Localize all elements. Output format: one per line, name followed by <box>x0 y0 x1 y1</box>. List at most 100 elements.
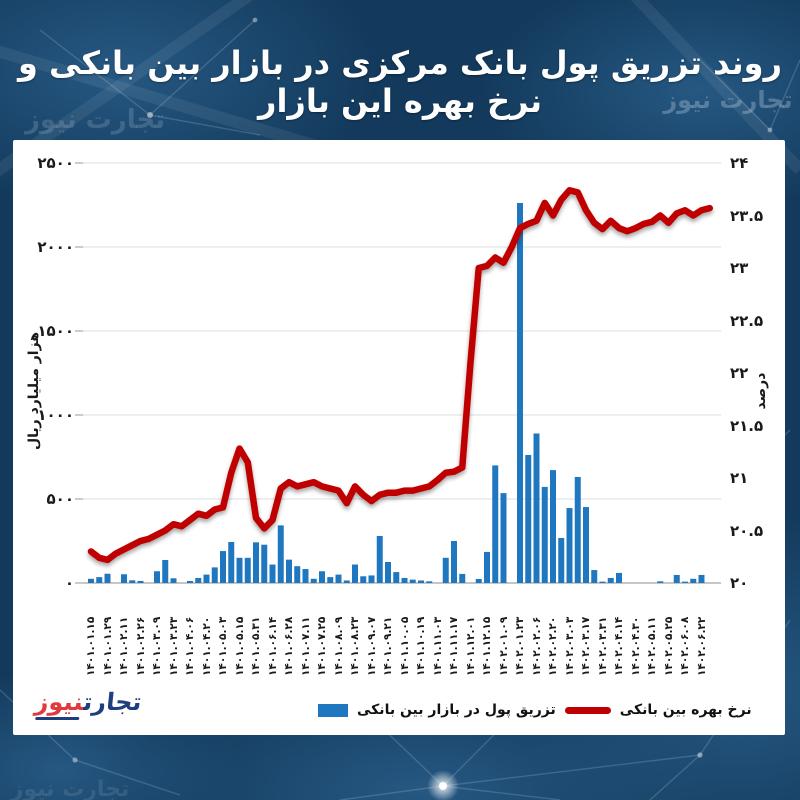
injection-bar <box>459 573 466 583</box>
injection-bar <box>294 566 301 583</box>
left-axis-title: هزار میلیارد ریال <box>26 331 42 451</box>
right-axis-tick-label: ۲۳.۵ <box>730 206 764 225</box>
injection-bar <box>277 525 284 583</box>
injection-bar <box>360 576 367 583</box>
x-axis-date-label: ۱۴۰۲.۰۶.۲۲ <box>695 616 708 676</box>
x-axis-date-label: ۱۴۰۱.۰۹.۲۱ <box>382 616 394 676</box>
x-axis-date-label: ۱۴۰۲.۰۳.۳۱ <box>596 616 609 676</box>
injection-bar <box>96 577 103 583</box>
injection-bar <box>121 574 127 583</box>
bar-series-label: تزریق پول در بازار بین بانکی <box>357 702 556 718</box>
x-axis-date-label: ۱۴۰۱.۱۱.۰۳ <box>431 616 444 676</box>
x-axis-date-label: ۱۴۰۱.۰۸.۰۹ <box>332 616 345 676</box>
x-axis-date-label: ۱۴۰۱.۰۸.۲۳ <box>349 616 361 676</box>
injection-bar <box>426 581 433 583</box>
x-axis-date-label: ۱۴۰۲.۰۲.۰۶ <box>530 616 543 676</box>
right-axis-tick-label: ۲۴ <box>730 154 749 172</box>
x-axis-date-label: ۱۴۰۱.۰۵.۳۱ <box>250 616 262 676</box>
injection-bar <box>558 537 565 583</box>
injection-bar <box>137 580 144 583</box>
injection-bar <box>376 535 383 583</box>
line-series-label: نرخ بهره بین بانکی <box>619 702 752 718</box>
injection-bar <box>310 578 317 583</box>
x-axis-date-label: ۱۴۰۱.۰۶.۱۴ <box>266 616 279 676</box>
injection-bar <box>418 580 424 583</box>
x-axis-date-label: ۱۴۰۲.۰۱.۰۹ <box>497 616 510 676</box>
injection-bar <box>484 551 490 583</box>
injection-bar <box>607 577 614 583</box>
injection-bar <box>244 557 251 583</box>
injection-bar <box>574 476 581 583</box>
injection-bar <box>442 557 449 583</box>
plot-svg <box>75 162 721 584</box>
injection-bar <box>335 574 342 583</box>
injection-bar <box>170 578 177 583</box>
x-axis-date-label: ۱۴۰۱.۰۴.۰۶ <box>184 616 196 676</box>
x-axis-date-label: ۱۴۰۱.۱۱.۱۷ <box>448 616 460 676</box>
x-axis-date-label: ۱۴۰۱.۰۶.۲۸ <box>283 616 295 676</box>
injection-bar <box>525 454 532 583</box>
right-axis-tick-label: ۲۰ <box>730 574 749 592</box>
injection-bar <box>162 559 169 583</box>
injection-bar <box>599 581 606 583</box>
x-axis-date-label: ۱۴۰۱.۰۱.۲۹ <box>101 616 114 676</box>
injection-bar <box>261 544 268 583</box>
injection-bar <box>195 577 202 583</box>
left-axis-tick-label: ۱۰۰۰ <box>37 406 74 424</box>
left-axis-tick-label: ۱۵۰۰ <box>37 322 74 340</box>
injection-bar <box>343 580 350 583</box>
x-axis-date-label: ۱۴۰۱.۰۲.۲۶ <box>134 616 147 676</box>
injection-bar <box>393 572 400 583</box>
injection-bar <box>220 551 226 583</box>
x-axis-date-label: ۱۴۰۱.۱۲.۰۱ <box>464 616 477 676</box>
injection-bar <box>187 580 193 583</box>
injection-bar <box>228 542 235 583</box>
injection-bar <box>541 486 548 583</box>
injection-bar <box>682 581 688 583</box>
x-axis-date-label: ۱۴۰۱.۰۷.۱۱ <box>299 616 312 676</box>
injection-bar <box>409 579 416 583</box>
right-axis-tick-label: ۲۲.۵ <box>730 311 764 330</box>
injection-bar <box>533 433 540 583</box>
x-axis-date-label: ۱۴۰۲.۰۱.۲۳ <box>514 616 526 676</box>
logo-word-news: نیوز <box>34 688 85 720</box>
injection-bar <box>319 571 325 583</box>
injection-bar <box>550 470 556 583</box>
x-axis-date-label: ۱۴۰۲.۰۴.۳۰ <box>629 616 642 676</box>
x-axis-date-label: ۱۴۰۱.۱۰.۰۵ <box>398 616 411 676</box>
x-axis-date-label: ۱۴۰۲.۰۵.۲۵ <box>662 616 675 676</box>
injection-bar <box>203 574 210 583</box>
x-axis-date-label: ۱۴۰۲.۰۳.۰۳ <box>563 616 576 676</box>
logo-underline-swoosh <box>35 717 80 720</box>
right-axis-tick-label: ۲۲ <box>730 364 749 382</box>
x-axis-date-label: ۱۴۰۲.۰۴.۱۴ <box>613 616 625 676</box>
injection-bar <box>657 581 664 583</box>
injection-bar <box>690 578 697 583</box>
injection-bar <box>211 567 218 583</box>
injection-bar <box>500 493 507 583</box>
injection-bar <box>327 577 334 583</box>
right-axis-tick-label: ۲۱ <box>730 469 749 487</box>
bar-series-swatch <box>318 703 348 717</box>
x-axis-date-label: ۱۴۰۱.۰۴.۲۰ <box>200 616 213 676</box>
legend: تزریق پول در بازار بین بانکی نرخ بهره بی… <box>318 702 752 718</box>
left-axis-tick-label: ۵۰۰ <box>46 490 74 508</box>
injection-bar <box>698 574 705 583</box>
right-axis-tick-label: ۲۳ <box>730 259 749 277</box>
injection-bar <box>88 578 94 583</box>
watermark-text: تجارت نیوز <box>10 777 130 800</box>
injection-bar <box>104 573 111 583</box>
x-axis-date-label: ۱۴۰۱.۰۲.۱۱ <box>118 616 130 676</box>
x-axis-date-label: ۱۴۰۱.۱۰.۱۹ <box>415 616 427 676</box>
watermark-text: تجارت نیوز <box>23 105 165 135</box>
injection-bar <box>286 559 292 583</box>
x-axis-date-label: ۱۴۰۲.۰۶.۰۸ <box>679 616 691 676</box>
x-axis-date-label: ۱۴۰۱.۰۳.۰۹ <box>151 616 163 676</box>
page-title: روند تزریق پول بانک مرکزی در بازار بین ب… <box>18 44 782 120</box>
x-axis-date-label: ۱۴۰۱.۰۷.۲۵ <box>316 616 328 676</box>
x-axis-date-label: ۱۴۰۱.۰۱.۱۵ <box>85 616 97 676</box>
injection-bar <box>451 541 457 583</box>
x-axis-date-label: ۱۴۰۱.۰۵.۱۵ <box>233 616 246 676</box>
injection-bar <box>129 580 136 583</box>
left-axis-tick-label: ۰ <box>64 574 74 592</box>
